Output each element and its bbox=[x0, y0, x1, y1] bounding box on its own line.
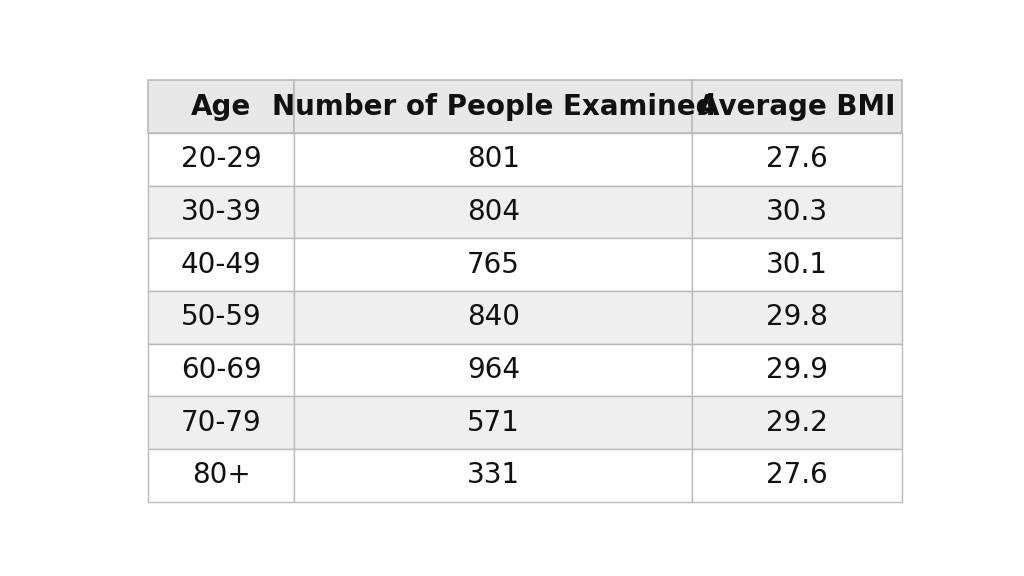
Text: 40-49: 40-49 bbox=[181, 251, 261, 279]
Text: 60-69: 60-69 bbox=[181, 356, 261, 384]
Text: 331: 331 bbox=[467, 461, 520, 489]
Text: 80+: 80+ bbox=[191, 461, 251, 489]
Bar bbox=[147, 133, 295, 185]
Bar bbox=[295, 449, 692, 502]
Bar bbox=[295, 291, 692, 343]
Bar bbox=[147, 185, 295, 238]
Bar bbox=[147, 80, 295, 133]
Bar bbox=[295, 80, 692, 133]
Text: 70-79: 70-79 bbox=[181, 408, 261, 437]
Text: 571: 571 bbox=[467, 408, 520, 437]
Bar bbox=[295, 343, 692, 396]
Bar bbox=[692, 185, 902, 238]
Bar bbox=[692, 449, 902, 502]
Text: 20-29: 20-29 bbox=[181, 145, 261, 173]
Text: 765: 765 bbox=[467, 251, 520, 279]
Text: Average BMI: Average BMI bbox=[698, 93, 896, 120]
Bar bbox=[295, 396, 692, 449]
Bar bbox=[692, 238, 902, 291]
Text: 27.6: 27.6 bbox=[766, 145, 828, 173]
Text: Number of People Examined: Number of People Examined bbox=[271, 93, 715, 120]
Text: 27.6: 27.6 bbox=[766, 461, 828, 489]
Bar bbox=[147, 291, 295, 343]
Bar bbox=[147, 343, 295, 396]
Text: 840: 840 bbox=[467, 303, 520, 331]
Bar bbox=[692, 80, 902, 133]
Text: 30.1: 30.1 bbox=[766, 251, 828, 279]
Text: 29.2: 29.2 bbox=[766, 408, 828, 437]
Text: 29.8: 29.8 bbox=[766, 303, 828, 331]
Text: 29.9: 29.9 bbox=[766, 356, 828, 384]
Text: 50-59: 50-59 bbox=[181, 303, 261, 331]
Text: 30.3: 30.3 bbox=[766, 198, 828, 226]
Bar bbox=[692, 343, 902, 396]
Text: 964: 964 bbox=[467, 356, 520, 384]
Text: Age: Age bbox=[191, 93, 251, 120]
Text: 30-39: 30-39 bbox=[180, 198, 262, 226]
Bar bbox=[295, 133, 692, 185]
Bar bbox=[692, 133, 902, 185]
Bar bbox=[147, 238, 295, 291]
Text: 804: 804 bbox=[467, 198, 520, 226]
Bar bbox=[147, 396, 295, 449]
Bar bbox=[692, 291, 902, 343]
Bar bbox=[295, 238, 692, 291]
Bar bbox=[147, 449, 295, 502]
Bar bbox=[692, 396, 902, 449]
Text: 801: 801 bbox=[467, 145, 520, 173]
Bar bbox=[295, 185, 692, 238]
